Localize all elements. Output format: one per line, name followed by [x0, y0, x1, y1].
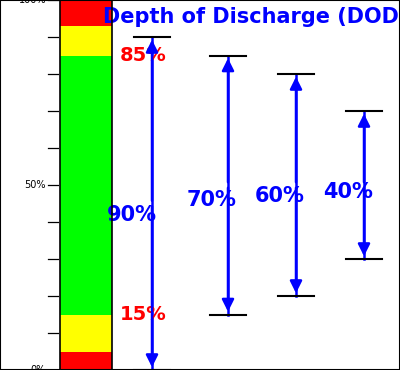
Text: 40%: 40% — [323, 182, 373, 202]
Bar — [60, 0, 112, 370]
Bar — [60, 352, 112, 370]
Text: 85%: 85% — [120, 46, 167, 65]
Text: Depth of Discharge (DOD): Depth of Discharge (DOD) — [103, 7, 400, 27]
Text: 90%: 90% — [107, 205, 157, 225]
Text: 60%: 60% — [255, 186, 305, 206]
Bar — [60, 26, 112, 56]
Text: 100%: 100% — [18, 0, 46, 5]
Bar — [60, 56, 112, 314]
Bar — [60, 0, 112, 26]
Bar — [60, 314, 112, 352]
Text: 0%: 0% — [31, 365, 46, 370]
Text: 50%: 50% — [24, 180, 46, 190]
Text: 70%: 70% — [187, 190, 237, 210]
Text: 15%: 15% — [120, 305, 167, 324]
